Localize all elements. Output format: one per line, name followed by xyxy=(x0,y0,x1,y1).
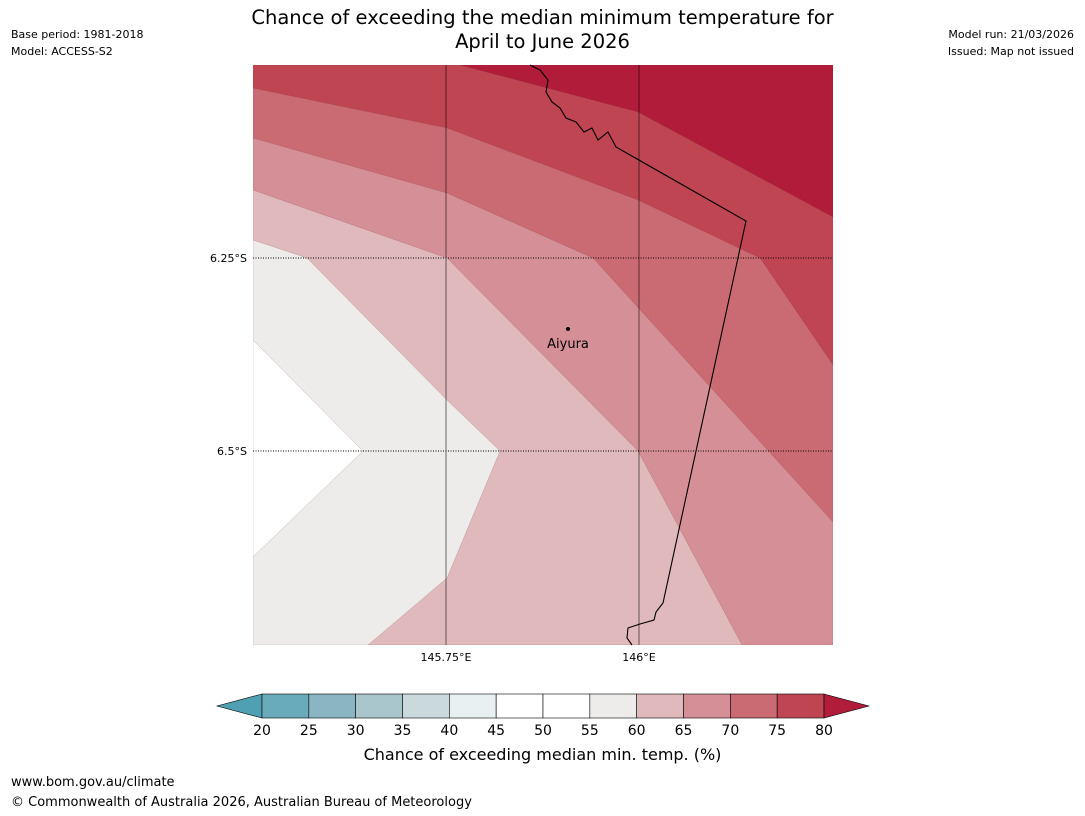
colorbar-tick-label: 45 xyxy=(487,723,505,739)
colorbar-cell xyxy=(449,693,497,719)
colorbar-tick-label: 75 xyxy=(768,723,786,739)
lat-label-6-25: 6.25°S xyxy=(210,252,247,265)
band-over-80 xyxy=(459,65,833,218)
colorbar-tick-label: 50 xyxy=(534,723,552,739)
colorbar: 20 25 30 35 40 45 50 55 60 65 70 75 80 xyxy=(215,693,871,739)
colorbar-tick-label: 70 xyxy=(721,723,739,739)
colorbar-tick-label: 30 xyxy=(347,723,365,739)
title-line-1: Chance of exceeding the median minimum t… xyxy=(251,6,834,29)
colorbar-cell xyxy=(355,693,403,719)
lon-label-145-75: 145.75°E xyxy=(421,651,472,664)
colorbar-ticks: 20 25 30 35 40 45 50 55 60 65 70 75 80 xyxy=(253,723,833,739)
colorbar-cell xyxy=(589,693,637,719)
colorbar-cells xyxy=(261,693,825,719)
colorbar-tick-label: 65 xyxy=(675,723,693,739)
footer-url: www.bom.gov.au/climate xyxy=(11,775,175,790)
model-name: Model: ACCESS-S2 xyxy=(11,45,113,58)
band-75-80 xyxy=(253,65,833,366)
footer-copyright: © Commonwealth of Australia 2026, Austra… xyxy=(11,795,472,810)
meta-right: Model run: 21/03/2026 Issued: Map not is… xyxy=(948,26,1074,60)
issued-status: Issued: Map not issued xyxy=(947,45,1074,58)
border-line xyxy=(529,64,747,646)
graticule xyxy=(253,65,833,645)
colorbar-cell xyxy=(776,693,825,719)
colorbar-cell xyxy=(402,693,450,719)
aiyura-label: Aiyura xyxy=(547,337,589,352)
colorbar-high-arrow xyxy=(823,693,871,719)
lat-label-6-5: 6.5°S xyxy=(217,445,247,458)
model-run: Model run: 21/03/2026 xyxy=(948,28,1074,41)
colorbar-label: Chance of exceeding median min. temp. (%… xyxy=(363,745,722,764)
probability-bands xyxy=(253,65,833,645)
colorbar-tick-label: 55 xyxy=(581,723,599,739)
aiyura-marker xyxy=(566,327,570,331)
colorbar-tick-label: 25 xyxy=(300,723,318,739)
colorbar-tick-label: 80 xyxy=(815,723,833,739)
colorbar-cell xyxy=(308,693,356,719)
colorbar-cell xyxy=(636,693,684,719)
colorbar-cell xyxy=(261,693,310,719)
colorbar-tick-label: 20 xyxy=(253,723,271,739)
colorbar-tick-label: 60 xyxy=(628,723,646,739)
map-title: Chance of exceeding the median minimum t… xyxy=(0,6,1085,54)
colorbar-cell xyxy=(730,693,778,719)
colorbar-low-arrow xyxy=(215,693,263,719)
title-line-2: April to June 2026 xyxy=(455,30,630,53)
colorbar-tick-label: 40 xyxy=(440,723,458,739)
lon-label-146: 146°E xyxy=(622,651,655,664)
colorbar-cell xyxy=(542,693,591,719)
meta-left: Base period: 1981-2018 Model: ACCESS-S2 xyxy=(11,26,143,60)
base-period: Base period: 1981-2018 xyxy=(11,28,144,41)
colorbar-tick-label: 35 xyxy=(394,723,412,739)
colorbar-cell xyxy=(495,693,544,719)
colorbar-cell xyxy=(683,693,731,719)
